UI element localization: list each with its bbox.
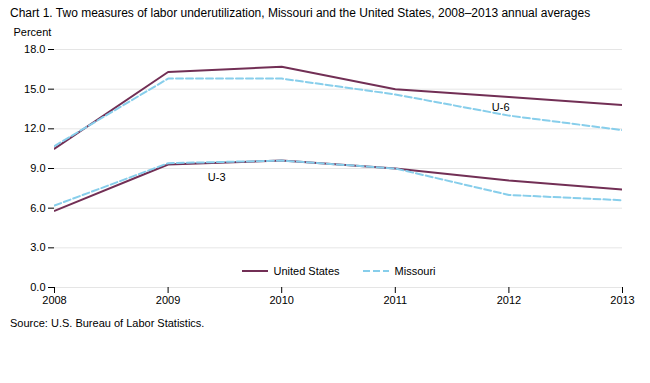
svg-text:9.0: 9.0 bbox=[30, 162, 45, 174]
html-text:Missouri: Missouri bbox=[394, 265, 436, 277]
html-text:Chart 1. Two measures of labor: Chart 1. Two measures of labor underutil… bbox=[10, 6, 591, 20]
svg-text:12.0: 12.0 bbox=[24, 122, 45, 134]
html-text:Source: U.S. Bureau of Labor S: Source: U.S. Bureau of Labor Statistics. bbox=[10, 317, 205, 329]
svg-text:U-3: U-3 bbox=[208, 171, 226, 183]
svg-text:3.0: 3.0 bbox=[30, 241, 45, 253]
svg-text:2008: 2008 bbox=[42, 294, 66, 306]
svg-text:U-6: U-6 bbox=[492, 101, 510, 113]
svg-text:6.0: 6.0 bbox=[30, 202, 45, 214]
html-text:United States: United States bbox=[273, 265, 340, 277]
svg-text:2010: 2010 bbox=[269, 294, 293, 306]
svg-text:0.0: 0.0 bbox=[30, 281, 45, 293]
svg-text:2013: 2013 bbox=[610, 294, 634, 306]
svg-text:2009: 2009 bbox=[156, 294, 180, 306]
svg-text:15.0: 15.0 bbox=[24, 83, 45, 95]
svg-text:2012: 2012 bbox=[497, 294, 521, 306]
svg-text:18.0: 18.0 bbox=[24, 43, 45, 55]
svg-text:Percent: Percent bbox=[14, 26, 52, 38]
svg-text:2011: 2011 bbox=[383, 294, 407, 306]
